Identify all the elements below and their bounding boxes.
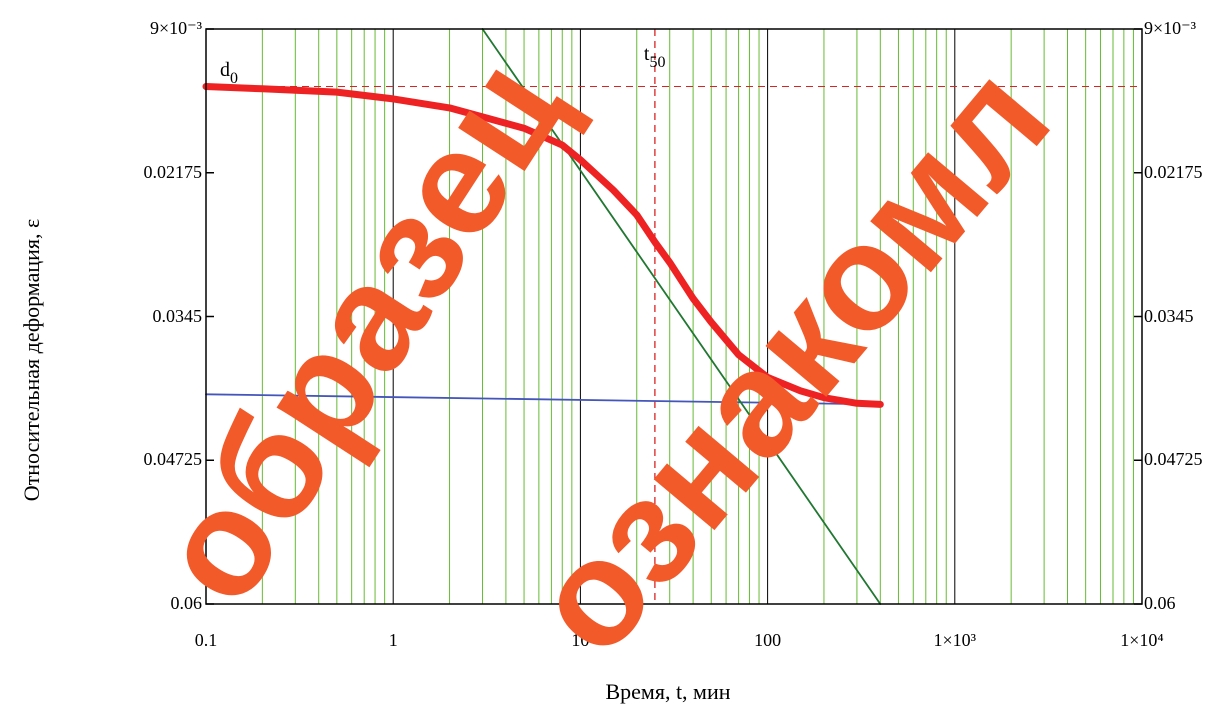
major-gridlines — [392, 29, 956, 604]
y-tick-label-right: 0.02175 — [1144, 161, 1203, 182]
y-tick-label-right: 0.06 — [1144, 593, 1176, 613]
annotation-d0: d0 — [220, 58, 238, 87]
plot-frame — [205, 28, 1143, 605]
y-tick-label-left: 0.0345 — [152, 305, 203, 326]
y-tick-label-right: 0.04725 — [1144, 449, 1203, 470]
annotation-t50: t50 — [643, 42, 666, 71]
tick-marks — [206, 28, 1142, 605]
x-tick-label: 1 — [388, 630, 398, 650]
series-layer — [202, 28, 884, 605]
y-tick-label-left: 9×10⁻³ — [149, 18, 202, 38]
x-tick-label: 100 — [754, 630, 782, 650]
x-tick-label: 10 — [571, 630, 590, 650]
y-tick-label-left: 0.06 — [170, 593, 203, 613]
y-tick-label-right: 0.0345 — [1144, 305, 1194, 326]
series-line-3 — [205, 393, 882, 406]
series-line-1 — [202, 83, 884, 408]
y-tick-label-left: 0.02175 — [143, 161, 203, 182]
reference-lines — [206, 29, 1142, 604]
x-axis-label: Время, t, мин — [605, 679, 731, 704]
x-tick-label: 1×10⁴ — [1120, 630, 1164, 650]
y-tick-label-right: 9×10⁻³ — [1144, 18, 1197, 38]
series-line-2 — [481, 28, 882, 605]
y-tick-label-left: 0.04725 — [143, 449, 203, 470]
y-axis-label: Относительная деформация, ε — [19, 218, 44, 502]
x-tick-label: 0.1 — [194, 630, 218, 650]
x-tick-label: 1×10³ — [933, 630, 977, 650]
